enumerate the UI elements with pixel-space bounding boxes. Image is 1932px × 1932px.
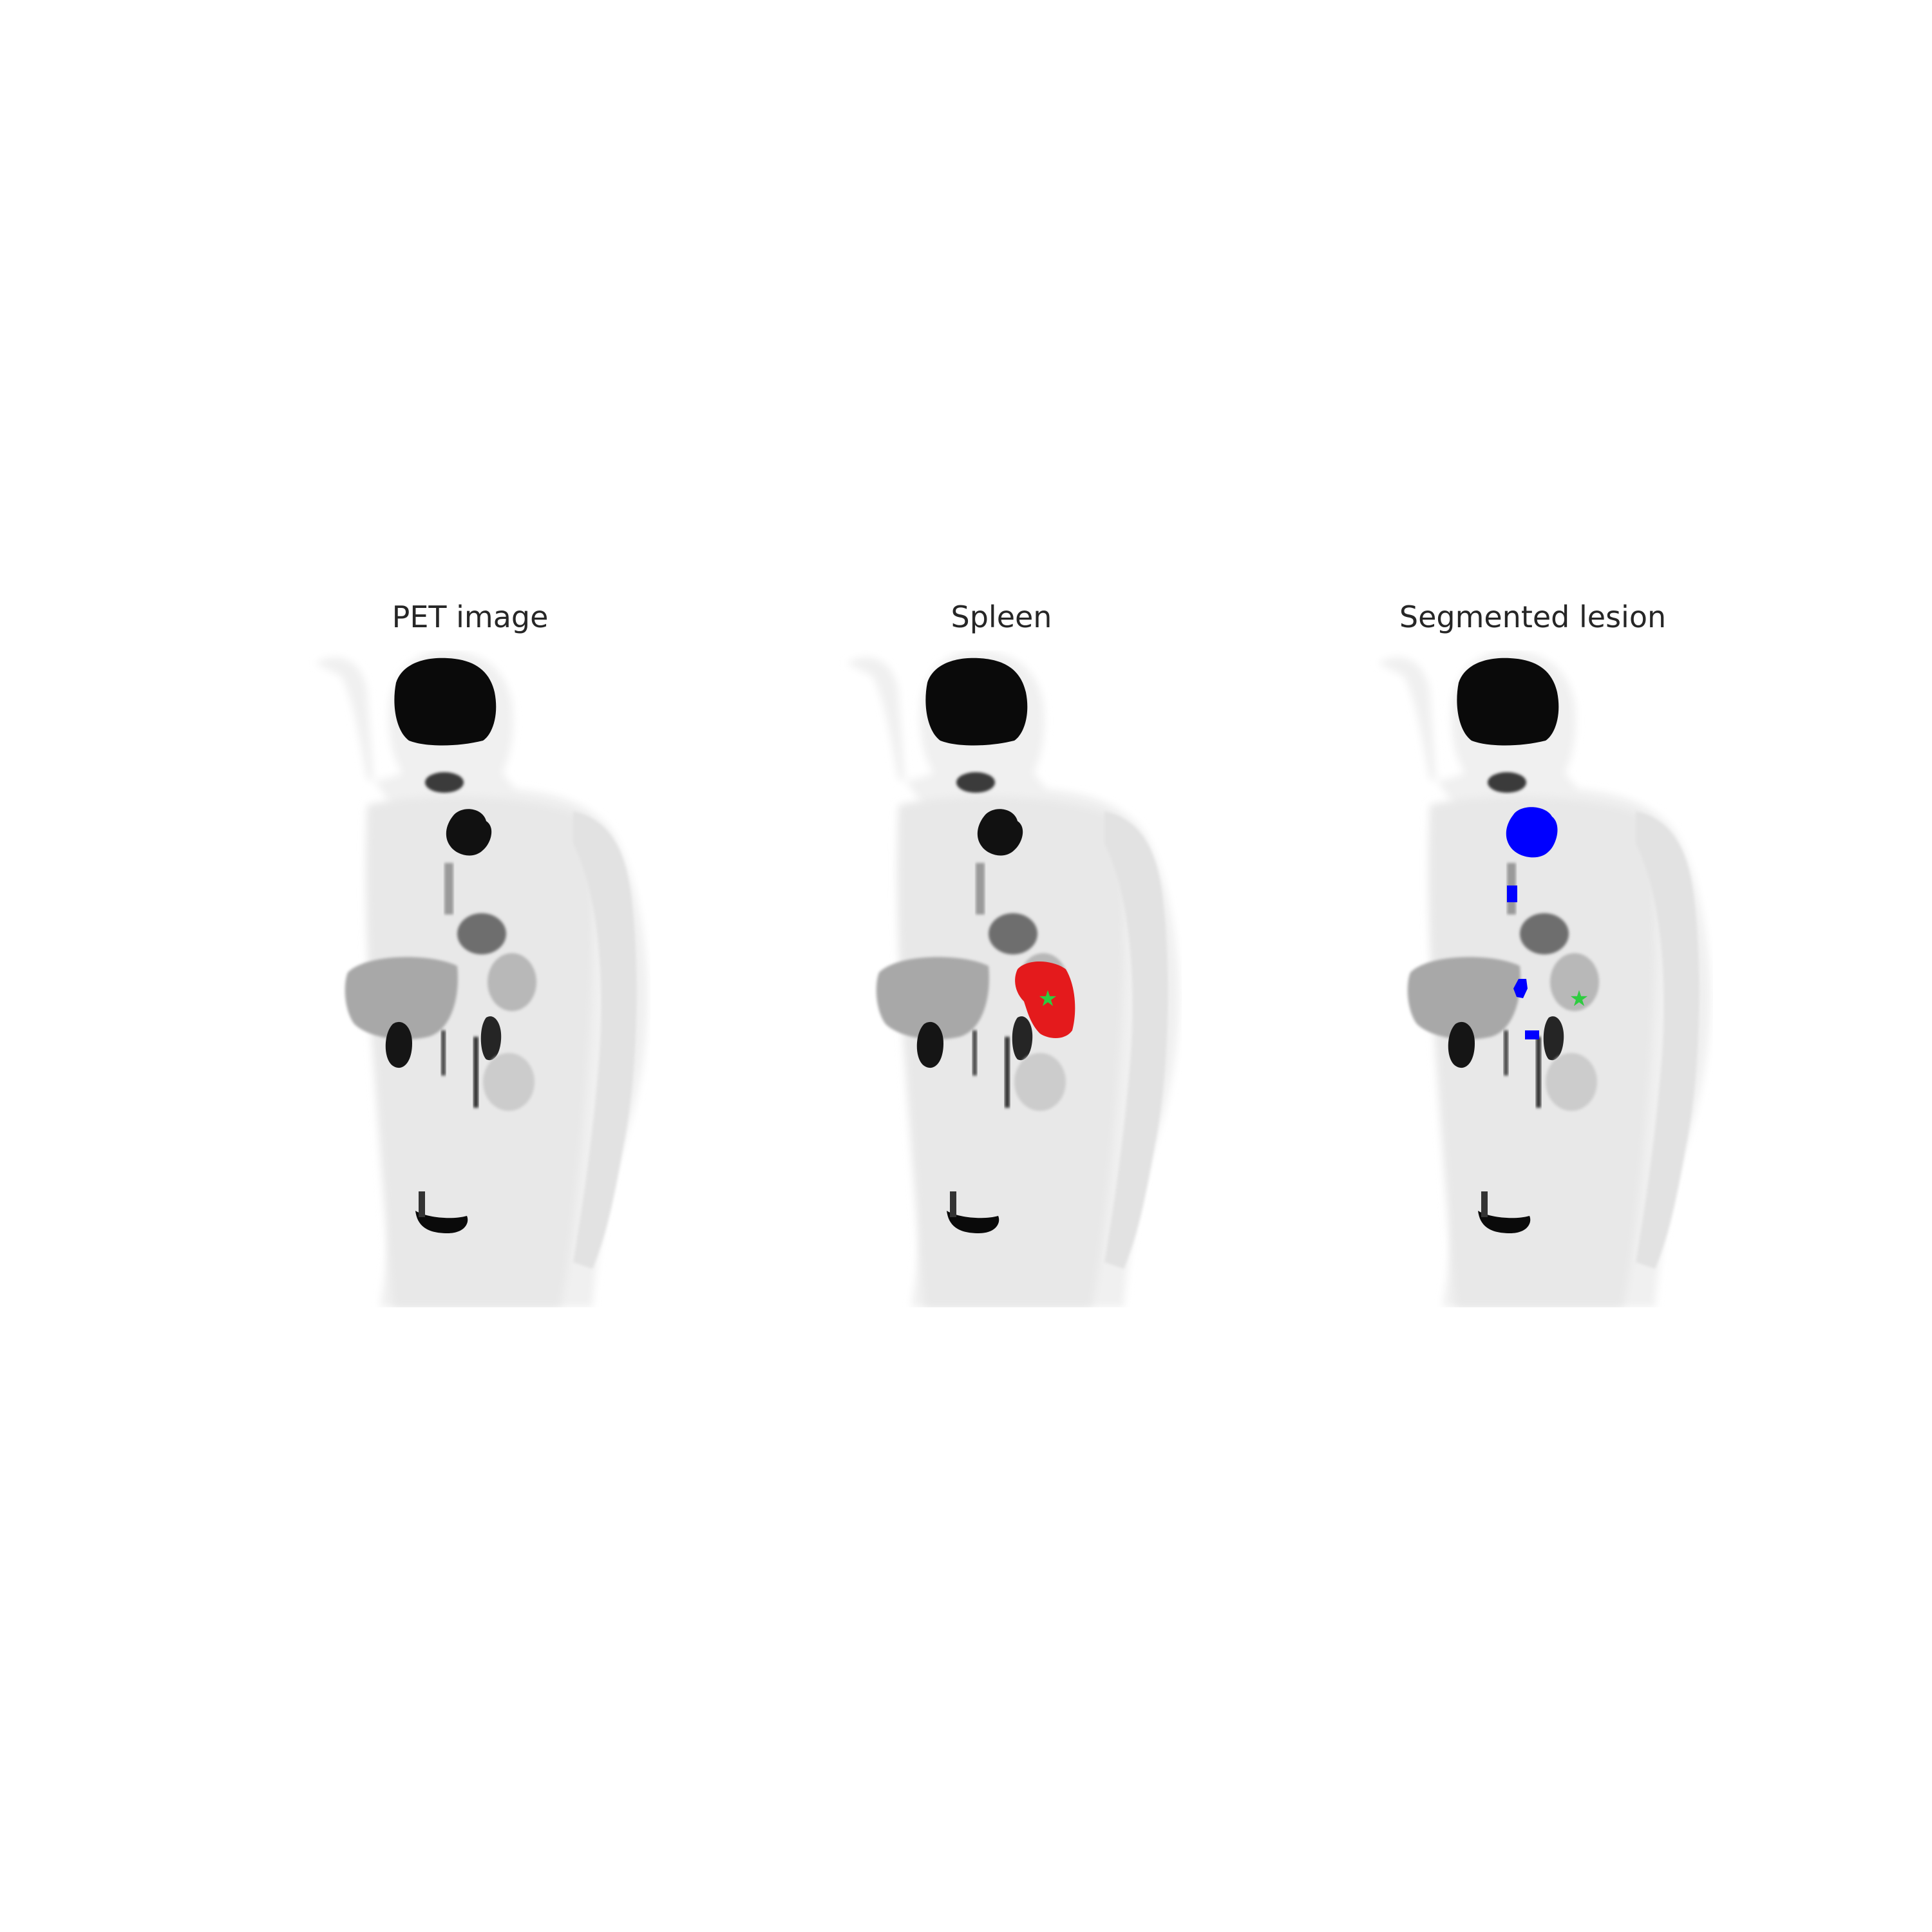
panel-title: PET image [392,600,549,634]
lesion-overlay-abdominal [1513,979,1528,998]
lesion-overlay-neck [1506,807,1558,858]
panel-spleen: Spleen ★ [821,599,1182,1307]
pet-image [290,650,650,1307]
panel-pet-image: PET image [290,599,650,1307]
panel-title: Segmented lesion [1399,600,1667,634]
panel-title: Spleen [951,600,1052,634]
lesion-overlay-abdominal [1525,1030,1539,1039]
panel-segmented-lesion: Segmented lesion ★ [1352,599,1713,1307]
lesion-overlay-mediastinal [1507,886,1517,902]
centroid-marker: ★ [1569,986,1589,1012]
centroid-marker: ★ [1038,986,1057,1012]
spleen-overlay [1015,961,1075,1038]
lesion-image: ★ [1352,650,1713,1307]
spleen-image: ★ [821,650,1182,1307]
